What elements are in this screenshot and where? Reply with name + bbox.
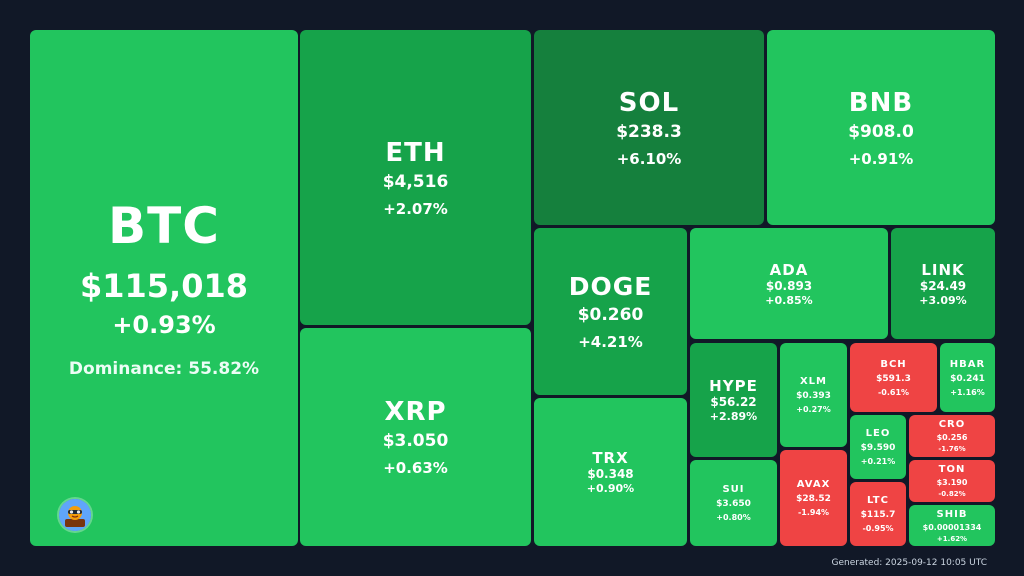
- tile-change: +0.27%: [796, 405, 831, 414]
- tile-price: $4,516: [382, 171, 449, 192]
- tile-cro[interactable]: CRO $0.256 -1.76%: [909, 415, 995, 457]
- tile-symbol: XLM: [799, 376, 828, 387]
- tile-price: $0.348: [587, 467, 634, 481]
- tile-xlm[interactable]: XLM $0.393 +0.27%: [780, 343, 847, 447]
- tile-change: +1.16%: [950, 387, 985, 397]
- tile-price: $9.590: [860, 443, 896, 453]
- tile-price: $28.52: [796, 494, 831, 504]
- tile-avax[interactable]: AVAX $28.52 -1.94%: [780, 450, 847, 546]
- generated-timestamp: Generated: 2025-09-12 10:05 UTC: [831, 558, 987, 568]
- tile-symbol: AVAX: [796, 479, 831, 490]
- tile-symbol: DOGE: [568, 272, 653, 301]
- tile-price: $0.00001334: [922, 522, 982, 532]
- tile-change: +0.93%: [112, 311, 216, 339]
- tile-price: $115,018: [79, 267, 248, 305]
- tile-price: $0.241: [950, 373, 985, 384]
- tile-change: +1.62%: [936, 534, 968, 543]
- tile-price: $0.893: [765, 278, 813, 293]
- tile-symbol: SHIB: [936, 508, 968, 520]
- tile-bnb[interactable]: BNB $908.0 +0.91%: [767, 30, 995, 225]
- tile-symbol: XRP: [384, 397, 447, 427]
- tile-price: $0.393: [796, 391, 831, 401]
- tile-hbar[interactable]: HBAR $0.241 +1.16%: [940, 343, 995, 412]
- tile-btc[interactable]: BTC $115,018 +0.93% Dominance: 55.82%: [30, 30, 298, 546]
- tile-sol[interactable]: SOL $238.3 +6.10%: [534, 30, 764, 225]
- tile-change: +0.90%: [586, 482, 635, 495]
- tile-change: +3.09%: [919, 293, 967, 307]
- tile-symbol: ETH: [385, 137, 446, 168]
- tile-price: $0.256: [936, 433, 968, 442]
- tile-price: $238.3: [616, 121, 682, 142]
- tile-symbol: BNB: [848, 87, 914, 118]
- tile-change: -1.94%: [797, 508, 830, 517]
- tile-doge[interactable]: DOGE $0.260 +4.21%: [534, 228, 687, 395]
- tile-price: $24.49: [919, 278, 967, 293]
- tile-link[interactable]: LINK $24.49 +3.09%: [891, 228, 995, 339]
- tile-price: $0.260: [577, 305, 644, 325]
- tile-symbol: LINK: [921, 260, 965, 279]
- tile-symbol: SOL: [618, 87, 680, 118]
- tile-eth[interactable]: ETH $4,516 +2.07%: [300, 30, 531, 325]
- tile-sui[interactable]: SUI $3.650 +0.80%: [690, 460, 777, 546]
- tile-price: $115.7: [860, 510, 896, 520]
- tile-change: +0.91%: [848, 149, 914, 168]
- tile-change: +4.21%: [578, 333, 643, 351]
- tile-symbol: LTC: [867, 495, 889, 506]
- mascot-avatar-graphic: [59, 499, 91, 531]
- tile-trx[interactable]: TRX $0.348 +0.90%: [534, 398, 687, 546]
- tile-symbol: TRX: [592, 449, 629, 467]
- tile-change: +6.10%: [616, 149, 682, 168]
- tile-symbol: TON: [938, 464, 966, 475]
- tile-symbol: HBAR: [949, 358, 986, 370]
- dominance-label: Dominance: 55.82%: [68, 359, 260, 379]
- tile-price: $3.050: [382, 431, 449, 451]
- tile-change: +0.85%: [765, 293, 813, 307]
- tile-change: +0.63%: [383, 459, 448, 477]
- tile-price: $3.190: [936, 478, 968, 487]
- tile-ton[interactable]: TON $3.190 -0.82%: [909, 460, 995, 502]
- tile-symbol: ADA: [769, 260, 809, 279]
- tile-xrp[interactable]: XRP $3.050 +0.63%: [300, 328, 531, 546]
- mascot-avatar-icon: [59, 499, 91, 531]
- tile-change: -0.61%: [877, 387, 910, 397]
- tile-change: +2.07%: [383, 199, 448, 218]
- tile-price: $56.22: [710, 395, 757, 409]
- tile-symbol: CRO: [938, 419, 966, 430]
- tile-shib[interactable]: SHIB $0.00001334 +1.62%: [909, 505, 995, 546]
- tile-change: +2.89%: [709, 410, 758, 423]
- tile-price: $908.0: [848, 121, 914, 142]
- tile-symbol: LEO: [865, 428, 891, 439]
- tile-symbol: SUI: [722, 484, 745, 495]
- tile-symbol: HYPE: [709, 377, 758, 395]
- tile-symbol: BTC: [108, 197, 220, 255]
- tile-price: $3.650: [716, 499, 751, 509]
- tile-ada[interactable]: ADA $0.893 +0.85%: [690, 228, 888, 339]
- tile-symbol: BCH: [880, 358, 907, 370]
- tile-leo[interactable]: LEO $9.590 +0.21%: [850, 415, 906, 479]
- tile-price: $591.3: [876, 373, 911, 384]
- tile-ltc[interactable]: LTC $115.7 -0.95%: [850, 482, 906, 546]
- tile-change: -1.76%: [938, 445, 966, 453]
- tile-change: -0.82%: [938, 490, 966, 498]
- tile-bch[interactable]: BCH $591.3 -0.61%: [850, 343, 937, 412]
- tile-change: -0.95%: [862, 524, 894, 533]
- tile-change: +0.80%: [716, 513, 751, 522]
- tile-hype[interactable]: HYPE $56.22 +2.89%: [690, 343, 777, 457]
- tile-change: +0.21%: [860, 457, 896, 466]
